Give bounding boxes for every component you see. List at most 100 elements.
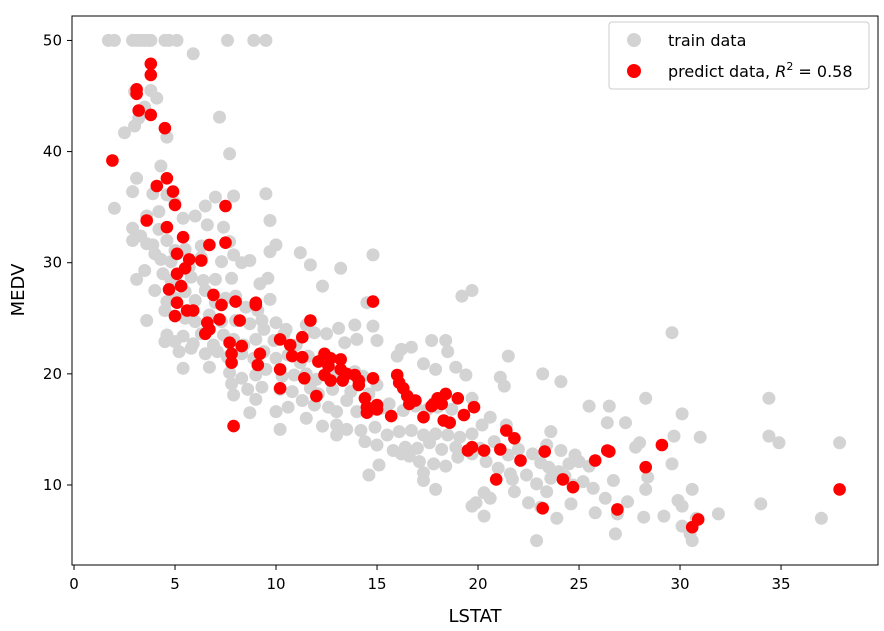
predict-point [514, 454, 527, 467]
train-point [281, 400, 295, 414]
train-point [263, 292, 277, 306]
predict-point [219, 199, 232, 213]
x-tick-label: 30 [670, 575, 689, 593]
predict-point [168, 198, 182, 212]
train-point [417, 466, 430, 480]
train-point [172, 345, 186, 359]
predict-point [160, 172, 174, 185]
train-point [261, 271, 275, 285]
train-point [358, 435, 372, 449]
predict-point [273, 333, 287, 346]
train-point [382, 397, 396, 411]
train-point [427, 457, 441, 471]
train-point [269, 316, 283, 330]
train-point [269, 405, 283, 419]
train-point [184, 270, 198, 284]
y-tick-label: 20 [43, 365, 62, 383]
train-point [562, 457, 576, 471]
train-point [483, 410, 497, 424]
predict-point [174, 279, 188, 293]
predict-point [219, 236, 232, 249]
train-point [501, 349, 515, 363]
train-point [249, 368, 263, 382]
train-point [227, 388, 241, 402]
train-point [507, 485, 521, 499]
predict-point [162, 283, 176, 296]
train-point [200, 218, 214, 232]
predict-point [538, 445, 551, 458]
train-point [269, 351, 283, 365]
train-point [586, 481, 600, 495]
predict-point [140, 214, 153, 227]
train-point [243, 317, 257, 331]
predict-point [182, 253, 196, 266]
train-point [225, 271, 239, 285]
x-tick-label: 25 [569, 575, 588, 593]
train-point [639, 391, 653, 405]
predict-point [132, 104, 145, 117]
train-point [334, 261, 348, 275]
train-point [299, 411, 313, 425]
predict-point [451, 392, 465, 405]
train-point [213, 110, 226, 124]
legend-predict-label: predict data, R2 = 0.58 [668, 60, 853, 81]
train-point [340, 422, 354, 436]
train-point [451, 450, 465, 464]
predict-point [229, 295, 242, 308]
predict-point [144, 68, 158, 82]
predict-point [536, 502, 549, 515]
train-point [380, 428, 394, 442]
y-tick-label: 10 [43, 476, 62, 494]
train-point [126, 185, 140, 199]
train-point [366, 248, 380, 262]
train-point [453, 430, 467, 444]
train-point [350, 405, 364, 419]
train-point [140, 237, 154, 251]
train-point [582, 399, 596, 413]
plot-frame [71, 15, 879, 566]
train-point [520, 468, 533, 482]
train-point [188, 209, 202, 223]
predict-point [203, 238, 216, 252]
train-point [176, 211, 190, 225]
train-point [332, 321, 346, 335]
x-tick-label: 0 [69, 575, 79, 593]
legend: train data predict data, R2 = 0.58 [608, 21, 870, 90]
train-point [602, 399, 616, 413]
train-point [303, 258, 317, 272]
predict-point [166, 185, 180, 198]
predict-point [352, 378, 366, 392]
train-point [435, 442, 449, 456]
x-tick-label: 10 [266, 575, 285, 593]
train-point [639, 482, 653, 496]
predict-point [251, 358, 265, 372]
predict-point [158, 121, 172, 135]
predict-point [439, 387, 453, 401]
train-point [186, 47, 200, 61]
train-point [685, 534, 699, 548]
train-point [285, 385, 299, 399]
train-point [621, 495, 634, 509]
predict-point [489, 473, 503, 486]
train-point [675, 519, 689, 533]
train-point [429, 362, 443, 376]
train-point [148, 284, 162, 297]
train-point [540, 485, 554, 499]
train-point [685, 482, 699, 496]
predict-point [170, 296, 184, 310]
train-point [223, 366, 237, 380]
train-point [608, 527, 622, 541]
train-point [130, 272, 144, 286]
predict-point [366, 295, 380, 308]
predict-point [443, 416, 457, 430]
legend-train-label: train data [668, 31, 746, 50]
train-point [330, 418, 344, 432]
y-tick-label: 40 [43, 143, 62, 161]
train-point [441, 428, 455, 442]
predict-point [296, 350, 309, 364]
train-point [154, 252, 168, 266]
predict-point [144, 57, 158, 71]
predict-point [176, 230, 190, 244]
predict-point [336, 374, 350, 387]
train-point [392, 425, 406, 439]
